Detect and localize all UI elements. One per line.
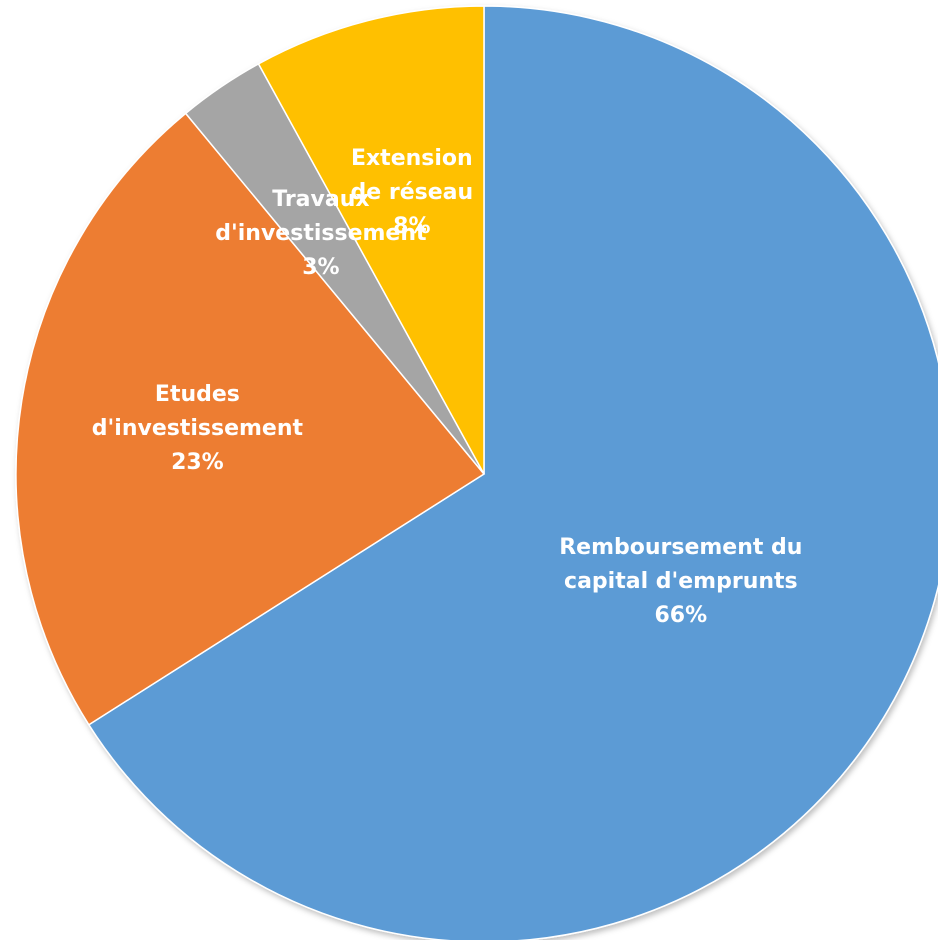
percent-label: 8% bbox=[393, 213, 431, 239]
pie-slice bbox=[15, 112, 486, 726]
slices bbox=[15, 5, 938, 940]
data-label: Travaux d'investissement 3% bbox=[215, 183, 426, 285]
pie-slice bbox=[257, 5, 485, 475]
data-label: Etudes d'investissement 23% bbox=[92, 378, 303, 480]
category-label: Extension de réseau bbox=[350, 145, 474, 205]
data-label: Remboursement du capital d'emprunts 66% bbox=[559, 531, 802, 633]
percent-label: 3% bbox=[302, 255, 340, 280]
percent-label: 23% bbox=[171, 449, 224, 475]
pie-slice bbox=[87, 5, 938, 940]
data-label: Extension de réseau 8% bbox=[351, 142, 474, 244]
category-label: Remboursement du capital d'emprunts bbox=[559, 535, 803, 595]
category-label: Etudes d'investissement bbox=[91, 381, 304, 441]
percent-label: 66% bbox=[654, 603, 708, 629]
category-label: Travaux d'investissement bbox=[215, 187, 427, 246]
